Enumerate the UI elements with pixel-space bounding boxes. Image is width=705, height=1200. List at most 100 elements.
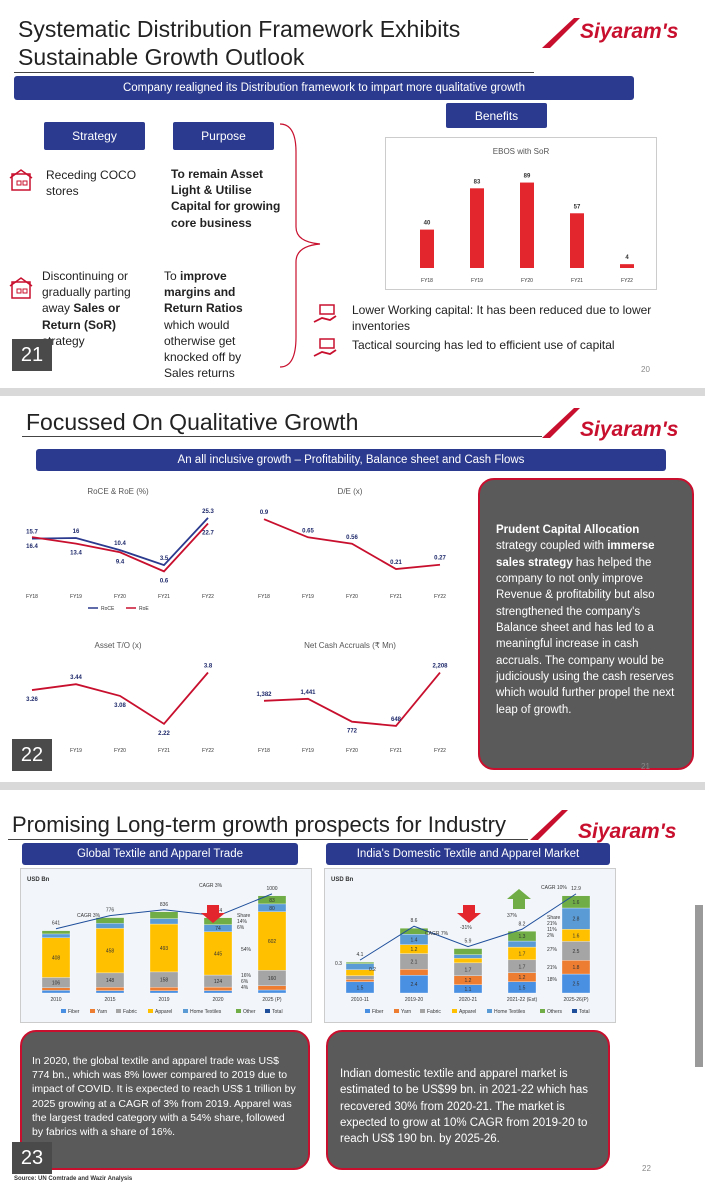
stack-segment (507, 940, 537, 948)
slide-number-badge: 23 (12, 1142, 52, 1174)
stack-segment (453, 948, 483, 955)
bar-value-label: 57 (574, 204, 581, 210)
x-tick-label: FY21 (158, 594, 170, 600)
slide1-title-line2: Sustainable Growth Outlook (18, 44, 305, 70)
x-tick-label: FY19 (471, 278, 483, 284)
slide-number-badge: 21 (12, 339, 52, 371)
chart-title: Asset T/O (x) (95, 641, 142, 650)
slide-divider (0, 782, 705, 790)
segment-value-label: 445 (214, 951, 223, 957)
annotation-label: 6% (241, 979, 249, 985)
total-value-label: 5.9 (465, 939, 472, 945)
total-value-label: 8.2 (519, 921, 526, 927)
stack-segment (149, 918, 179, 925)
india-market-chart-svg: USD Bn 1.5 4.1 2010-11 2.4 2.1 1.2 1.4 8.6 2019-2… (331, 877, 591, 1015)
total-value-label: 641 (52, 921, 61, 927)
brace-bracket (279, 123, 321, 368)
legend-swatch (572, 1009, 577, 1013)
logo-swoosh-icon (530, 810, 568, 840)
legend-swatch (236, 1009, 241, 1013)
down-arrow-icon (201, 905, 225, 923)
annotation-label: 16% (241, 973, 252, 979)
segment-value-label: 1.6 (573, 900, 580, 906)
total-value-label: 1000 (266, 886, 277, 892)
stack-segment (345, 975, 375, 980)
data-label: 0.65 (302, 528, 314, 534)
annotation-label: 0.3 (335, 961, 342, 967)
segment-value-label: 74 (215, 926, 221, 932)
annotation-label: 27% (547, 947, 558, 953)
data-label: 3.5 (160, 556, 169, 562)
global-trade-chart: USD Bn 106 408 641 2010 148 458 776 2015 158 493 83… (20, 868, 312, 1023)
x-tick-label: FY20 (346, 748, 358, 754)
annotation-label: Share (237, 913, 251, 919)
annotation-label: 14% (237, 919, 248, 925)
x-tick-label: FY22 (202, 748, 214, 754)
data-label: 22.7 (202, 530, 214, 536)
legend-label: Apparel (155, 1009, 172, 1015)
annotation-label: 18% (547, 977, 558, 983)
bar-value-label: 4 (625, 255, 629, 261)
money-hand-icon (313, 304, 337, 323)
purpose-pill: Purpose (173, 122, 274, 150)
x-tick-label: FY21 (571, 278, 583, 284)
bar (520, 182, 534, 268)
x-tick-label: FY22 (202, 594, 214, 600)
segment-value-label: 1.1 (465, 987, 472, 993)
x-tick-label: 2021-22 (Est) (507, 997, 538, 1003)
brand-logo: Siyaram's (580, 418, 679, 441)
segment-value-label: 602 (268, 939, 277, 945)
row2-strategy-part-a: Discontinuing or gradually parting away (42, 269, 131, 316)
data-label: 1,382 (256, 692, 272, 698)
stack-segment (203, 986, 233, 991)
row1-purpose: To remain Asset Light & Utilise Capital … (171, 167, 281, 230)
stack-segment (257, 911, 287, 971)
segment-value-label: 160 (268, 976, 277, 982)
segment-value-label: 1.2 (465, 978, 472, 984)
annotation-label: 37% (507, 913, 518, 919)
y-axis-label: USD Bn (27, 877, 50, 883)
row1-strategy: Receding COCO stores (46, 168, 137, 199)
segment-value-label: 2.5 (573, 982, 580, 988)
bar-value-label: 89 (524, 174, 531, 180)
x-tick-label: 2019 (158, 997, 169, 1003)
bar-value-label: 83 (474, 179, 481, 185)
slide-number-badge: 22 (12, 739, 52, 771)
data-label: 3.8 (204, 664, 213, 670)
scrollbar-thumb[interactable] (695, 905, 703, 1067)
stack-segment (149, 911, 179, 919)
segment-value-label: 80 (269, 906, 275, 912)
data-label: 10.4 (114, 541, 126, 547)
annotation-label: 4% (241, 985, 249, 991)
segment-value-label: 158 (160, 978, 169, 984)
slide1-title-line1: Systematic Distribution Framework Exhibi… (18, 16, 461, 42)
row2-strategy-part-c: strategy (42, 333, 85, 348)
total-value-label: 776 (106, 908, 115, 914)
x-tick-label: FY19 (70, 594, 82, 600)
x-tick-label: FY19 (302, 748, 314, 754)
money-hand-icon (313, 338, 337, 357)
stack-segment (399, 969, 429, 976)
data-label: 2,208 (432, 664, 448, 670)
legend-swatch (61, 1009, 66, 1013)
page-number: 22 (642, 1164, 651, 1173)
stack-segment (507, 931, 537, 942)
segment-value-label: 1.6 (573, 933, 580, 939)
data-label: 3.08 (114, 703, 126, 709)
benefits-pill: Benefits (446, 103, 547, 128)
total-value-label: 12.9 (571, 886, 581, 892)
x-tick-label: FY21 (158, 748, 170, 754)
annotation-label: Share (547, 915, 561, 921)
stack-segment (41, 937, 71, 978)
x-tick-label: FY18 (421, 278, 433, 284)
legend-label: RoCE (101, 606, 115, 612)
stack-segment (257, 985, 287, 991)
series-line (263, 671, 441, 727)
down-arrow-icon (457, 905, 481, 923)
segment-value-label: 1.5 (357, 985, 364, 991)
data-label: 16.4 (26, 544, 38, 550)
segment-value-label: 1.8 (573, 965, 580, 971)
row2-purpose: To improve margins and Return Ratios whi… (164, 268, 272, 381)
annotation-label: 11% (547, 927, 557, 933)
x-tick-label: 2015 (104, 997, 115, 1003)
